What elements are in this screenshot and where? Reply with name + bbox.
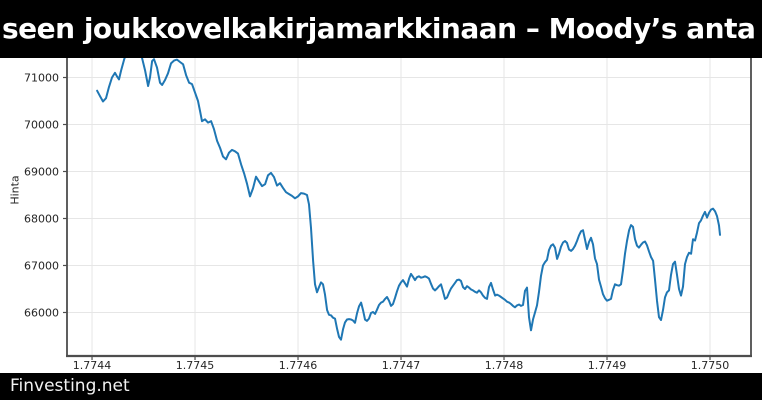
y-tick-label: 69000 bbox=[24, 165, 59, 178]
y-tick-label: 71000 bbox=[24, 72, 59, 85]
y-tick-label: 68000 bbox=[24, 212, 59, 225]
footer-brand: Finvesting.net bbox=[10, 376, 130, 396]
y-axis-label: Hinta bbox=[8, 175, 22, 205]
x-tick-label: 1.7744 bbox=[73, 359, 112, 372]
x-tick-label: 1.7745 bbox=[176, 359, 215, 372]
y-tick-label: 67000 bbox=[24, 259, 59, 272]
x-tick-label: 1.7748 bbox=[485, 359, 524, 372]
title-banner: seen joukkovelkakirjamarkkinaan – Moody’… bbox=[0, 0, 762, 58]
page-title: seen joukkovelkakirjamarkkinaan – Moody’… bbox=[2, 12, 756, 45]
y-tick-label: 66000 bbox=[24, 306, 59, 319]
x-tick-label: 1.7750 bbox=[691, 359, 730, 372]
price-line bbox=[96, 42, 721, 341]
footer-bar: Finvesting.net bbox=[0, 373, 762, 400]
x-tick-label: 1.7747 bbox=[382, 359, 421, 372]
x-tick-label: 1.7746 bbox=[279, 359, 318, 372]
x-tick-label: 1.7749 bbox=[588, 359, 627, 372]
y-tick-label: 70000 bbox=[24, 118, 59, 131]
